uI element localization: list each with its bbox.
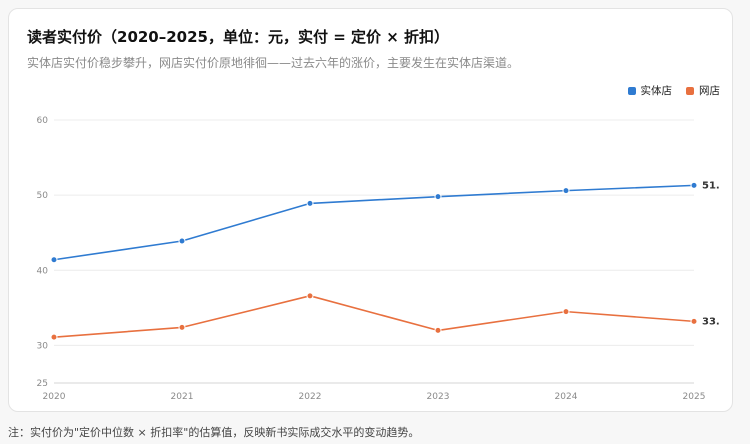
y-tick-label-60: 60 — [37, 116, 49, 126]
series-0-point-2021 — [178, 237, 186, 245]
x-tick-label-2022: 2022 — [299, 392, 322, 402]
series-1-end-label: 33. — [702, 316, 720, 327]
x-tick-label-2020: 2020 — [43, 392, 66, 402]
series-1-point-2025 — [690, 317, 698, 325]
x-tick-label-2023: 2023 — [427, 392, 450, 402]
legend-label-online-store: 网店 — [699, 85, 720, 97]
series-line-0 — [53, 184, 695, 261]
series-0-point-2022 — [306, 199, 314, 207]
legend-swatch-physical-store — [627, 86, 636, 95]
y-tick-label-25: 25 — [37, 379, 48, 389]
series-line-1 — [53, 295, 695, 338]
legend-swatch-online-store — [686, 86, 694, 95]
series-1-point-2021 — [178, 323, 186, 331]
series-0-point-2020 — [50, 256, 58, 264]
series-1-point-2024 — [562, 308, 570, 316]
series-0-point-2025 — [690, 181, 698, 189]
series-1-point-2020 — [50, 333, 58, 341]
series-0-end-label: 51. — [702, 180, 720, 191]
chart-card — [8, 8, 733, 412]
x-tick-label-2025: 2025 — [683, 392, 706, 402]
series-0-point-2023 — [434, 193, 442, 201]
chart-subtitle: 实体店实付价稳步攀升，网店实付价原地徘徊——过去六年的涨价，主要发生在实体店渠道… — [27, 56, 520, 70]
chart-title: 读者实付价（2020–2025，单位：元，实付 = 定价 × 折扣） — [27, 28, 450, 46]
x-tick-label-2024: 2024 — [555, 392, 578, 402]
series-0-point-2024 — [562, 187, 570, 195]
series-1-point-2022 — [306, 292, 314, 300]
footnote: 注：实付价为"定价中位数 × 折扣率"的估算值，反映新书实际成交水平的变动趋势。 — [8, 426, 420, 439]
y-tick-label-30: 30 — [37, 341, 49, 351]
legend-label-physical-store: 实体店 — [640, 85, 673, 97]
legend-item-online-store[interactable]: 网店 — [686, 83, 720, 98]
x-tick-label-2021: 2021 — [171, 392, 194, 402]
y-tick-label-40: 40 — [37, 266, 49, 276]
series-1-point-2023 — [434, 326, 442, 334]
legend-item-physical-store[interactable]: 实体店 — [627, 83, 673, 98]
y-tick-label-50: 50 — [37, 191, 49, 201]
legend: 实体店 网店 — [627, 83, 720, 98]
